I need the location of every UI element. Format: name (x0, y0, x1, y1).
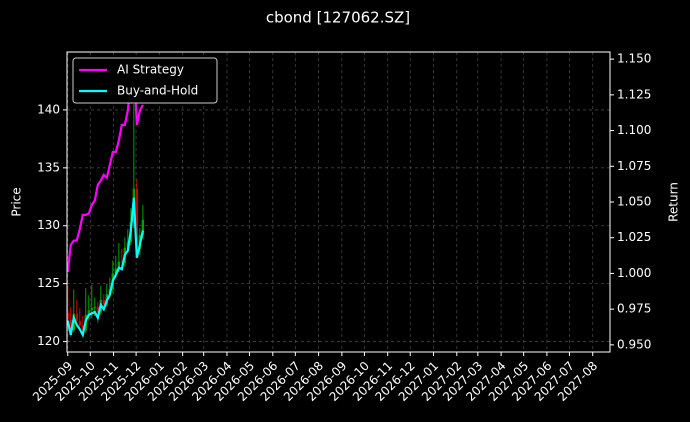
y2-tick-label: 1.075 (617, 159, 651, 173)
y2-tick-label: 1.125 (617, 87, 651, 101)
candle-body (78, 320, 81, 326)
candle-body (96, 306, 99, 313)
y2-axis-label: Return (667, 182, 681, 222)
candle-body (90, 307, 93, 311)
candle-body (81, 325, 84, 330)
candle-body (69, 319, 72, 330)
candle-body (87, 310, 90, 315)
legend-label: AI Strategy (117, 63, 184, 77)
legend-label: Buy-and-Hold (117, 84, 198, 98)
candle-body (93, 306, 96, 308)
y2-tick-label: 1.150 (617, 52, 651, 66)
y-tick-label: 140 (37, 102, 60, 116)
y2-tick-label: 1.025 (617, 230, 651, 244)
candle-body (120, 261, 124, 263)
candle-body (141, 219, 145, 236)
candle-body (114, 268, 118, 274)
line-series (66, 197, 144, 339)
y-tick-label: 125 (37, 276, 60, 290)
candle-body (75, 313, 78, 321)
candle-body (102, 299, 106, 305)
plot-frame (66, 51, 611, 353)
y-tick-label: 120 (37, 334, 60, 348)
candle-body (117, 261, 121, 269)
candle-body (66, 312, 69, 320)
y2-tick-label: 0.975 (617, 302, 651, 316)
y-tick-label: 130 (37, 218, 60, 232)
y2-tick-label: 1.050 (617, 195, 651, 209)
y-tick-label: 135 (37, 160, 60, 174)
chart-title: cbond [127062.SZ] (266, 9, 410, 27)
y2-tick-label: 0.950 (617, 337, 651, 351)
y-axis-label: Price (10, 187, 24, 216)
legend-box (72, 57, 218, 104)
y2-tick-label: 1.000 (617, 266, 651, 280)
candle-body (135, 188, 139, 249)
y2-tick-label: 1.100 (617, 123, 651, 137)
